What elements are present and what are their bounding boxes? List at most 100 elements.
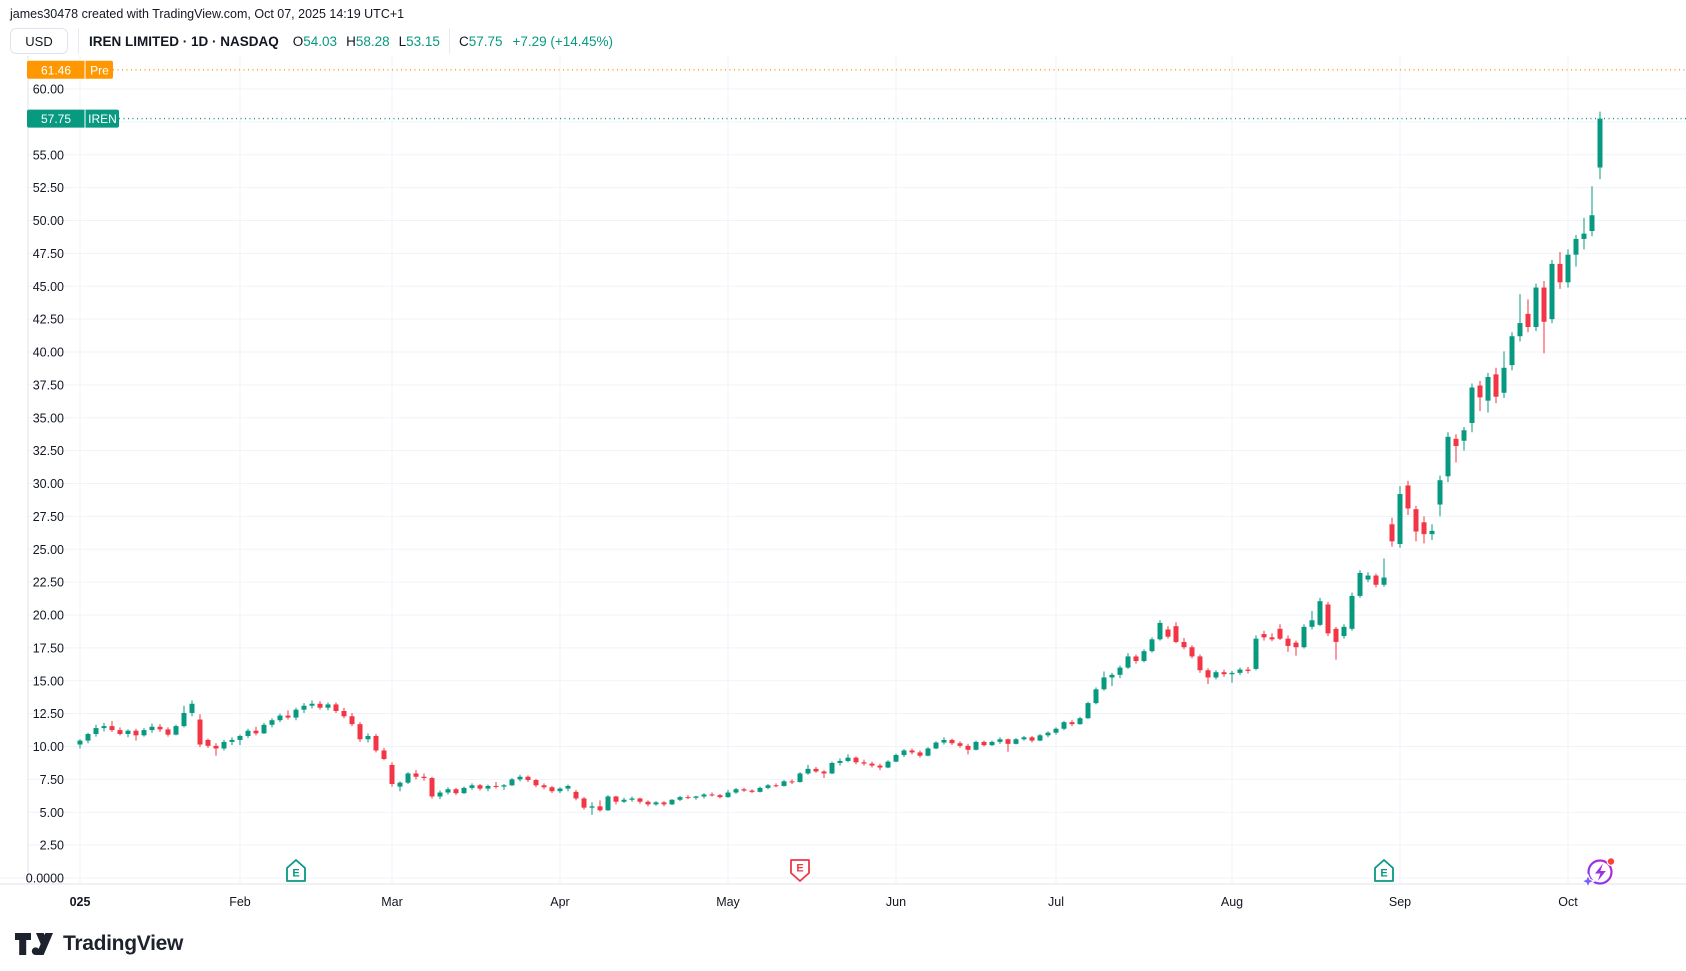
time-axis-label: Feb bbox=[229, 895, 251, 909]
header-divider bbox=[78, 28, 79, 54]
candle-body bbox=[1125, 656, 1131, 668]
candle-body bbox=[1405, 485, 1411, 509]
candle-body bbox=[349, 716, 355, 725]
candle-body bbox=[493, 785, 499, 787]
flash-icon[interactable] bbox=[1587, 859, 1613, 885]
price-tick-label: 42.50 bbox=[33, 313, 64, 327]
candle-body bbox=[821, 771, 827, 774]
candle-body bbox=[413, 773, 419, 777]
candle-body bbox=[909, 750, 915, 753]
price-tick-label: 52.50 bbox=[33, 181, 64, 195]
candle-body bbox=[1261, 634, 1267, 638]
candle-body bbox=[1061, 722, 1067, 729]
candle-body bbox=[653, 802, 659, 805]
candle-body bbox=[613, 796, 619, 802]
candle-body bbox=[1309, 620, 1315, 627]
candle-body bbox=[533, 780, 539, 786]
price-tick-label: 32.50 bbox=[33, 444, 64, 458]
candle-body bbox=[757, 787, 763, 792]
currency-button[interactable]: USD bbox=[10, 28, 68, 54]
candle-body bbox=[749, 790, 755, 792]
candle-body bbox=[1085, 703, 1091, 719]
candle-body bbox=[1573, 238, 1579, 255]
candle-body bbox=[1589, 215, 1595, 232]
candle-body bbox=[309, 703, 315, 706]
candle-body bbox=[1333, 628, 1339, 642]
candle-body bbox=[829, 762, 835, 774]
price-tick-label: 35.00 bbox=[33, 411, 64, 425]
earnings-glyph: E bbox=[292, 868, 299, 880]
candle-body bbox=[1509, 336, 1515, 366]
ohlc-values: O54.03 H58.28 L53.15 C57.75 +7.29 (+14.4… bbox=[293, 28, 613, 54]
candle-body bbox=[125, 730, 131, 735]
candle-body bbox=[325, 704, 331, 708]
candle-body bbox=[989, 741, 995, 746]
price-tick-label: 37.50 bbox=[33, 378, 64, 392]
ohlc-divider bbox=[448, 28, 450, 54]
candle-body bbox=[1365, 575, 1371, 580]
candle-body bbox=[1325, 604, 1331, 634]
price-tick-label: 7.50 bbox=[40, 773, 64, 787]
price-tick-label: 5.00 bbox=[40, 806, 64, 820]
earnings-down-icon[interactable] bbox=[790, 859, 810, 882]
symbol-title[interactable]: IREN LIMITED · 1D · NASDAQ bbox=[89, 33, 279, 49]
candle-body bbox=[941, 739, 947, 743]
candle-body bbox=[1205, 670, 1211, 678]
candle-body bbox=[725, 792, 731, 798]
candle-body bbox=[805, 768, 811, 774]
candle-body bbox=[1117, 667, 1123, 675]
candle-body bbox=[1269, 637, 1275, 640]
notification-dot bbox=[1606, 857, 1616, 866]
candle-body bbox=[1093, 689, 1099, 704]
candle-body bbox=[357, 724, 363, 740]
candle-body bbox=[453, 789, 459, 794]
time-axis-label: Jul bbox=[1048, 895, 1064, 909]
candle-body bbox=[1557, 263, 1563, 283]
candle-body bbox=[637, 798, 643, 802]
candle-body bbox=[1493, 374, 1499, 397]
candle-body bbox=[1469, 387, 1475, 424]
candle-body bbox=[541, 785, 547, 788]
tradingview-logo[interactable]: TradingView bbox=[14, 931, 183, 957]
earnings-up-icon[interactable] bbox=[1374, 859, 1394, 882]
candle-body bbox=[93, 728, 99, 735]
candle-body bbox=[709, 794, 715, 796]
flash-bolt-icon bbox=[1595, 863, 1606, 881]
candle-body bbox=[973, 741, 979, 750]
candle-body bbox=[421, 776, 427, 779]
candle-body bbox=[1437, 480, 1443, 505]
time-axis-label: Mar bbox=[381, 895, 403, 909]
candle-body bbox=[269, 720, 275, 725]
candle-body bbox=[861, 762, 867, 764]
chart-header: USD IREN LIMITED · 1D · NASDAQ O54.03 H5… bbox=[10, 27, 613, 55]
candle-body bbox=[581, 798, 587, 808]
price-tick-label: 45.00 bbox=[33, 280, 64, 294]
close-value: 57.75 bbox=[468, 33, 503, 49]
time-axis-label: Jun bbox=[886, 895, 906, 909]
candle-body bbox=[461, 787, 467, 794]
candle-body bbox=[141, 730, 147, 736]
price-tick-label: 12.50 bbox=[33, 707, 64, 721]
price-tick-label: 15.00 bbox=[33, 674, 64, 688]
time-axis-label: Apr bbox=[550, 895, 569, 909]
high-value: 58.28 bbox=[355, 33, 390, 49]
candle-body bbox=[1181, 641, 1187, 648]
candle-body bbox=[1157, 622, 1163, 640]
candle-body bbox=[245, 730, 251, 736]
candle-body bbox=[229, 739, 235, 742]
tradingview-logo-text: TradingView bbox=[63, 932, 184, 955]
price-tick-label: 22.50 bbox=[33, 576, 64, 590]
earnings-glyph: E bbox=[796, 863, 803, 875]
candle-body bbox=[237, 735, 243, 740]
candle-body bbox=[1213, 672, 1219, 678]
candle-body bbox=[677, 797, 683, 800]
price-tick-label: 2.50 bbox=[40, 839, 64, 853]
candle-body bbox=[773, 785, 779, 787]
candle-body bbox=[1541, 287, 1547, 322]
candle-body bbox=[893, 755, 899, 762]
price-line-badge bbox=[27, 60, 113, 79]
candle-body bbox=[189, 703, 195, 713]
price-tick-label: 0.0000 bbox=[26, 872, 64, 886]
earnings-up-icon[interactable] bbox=[286, 859, 306, 882]
